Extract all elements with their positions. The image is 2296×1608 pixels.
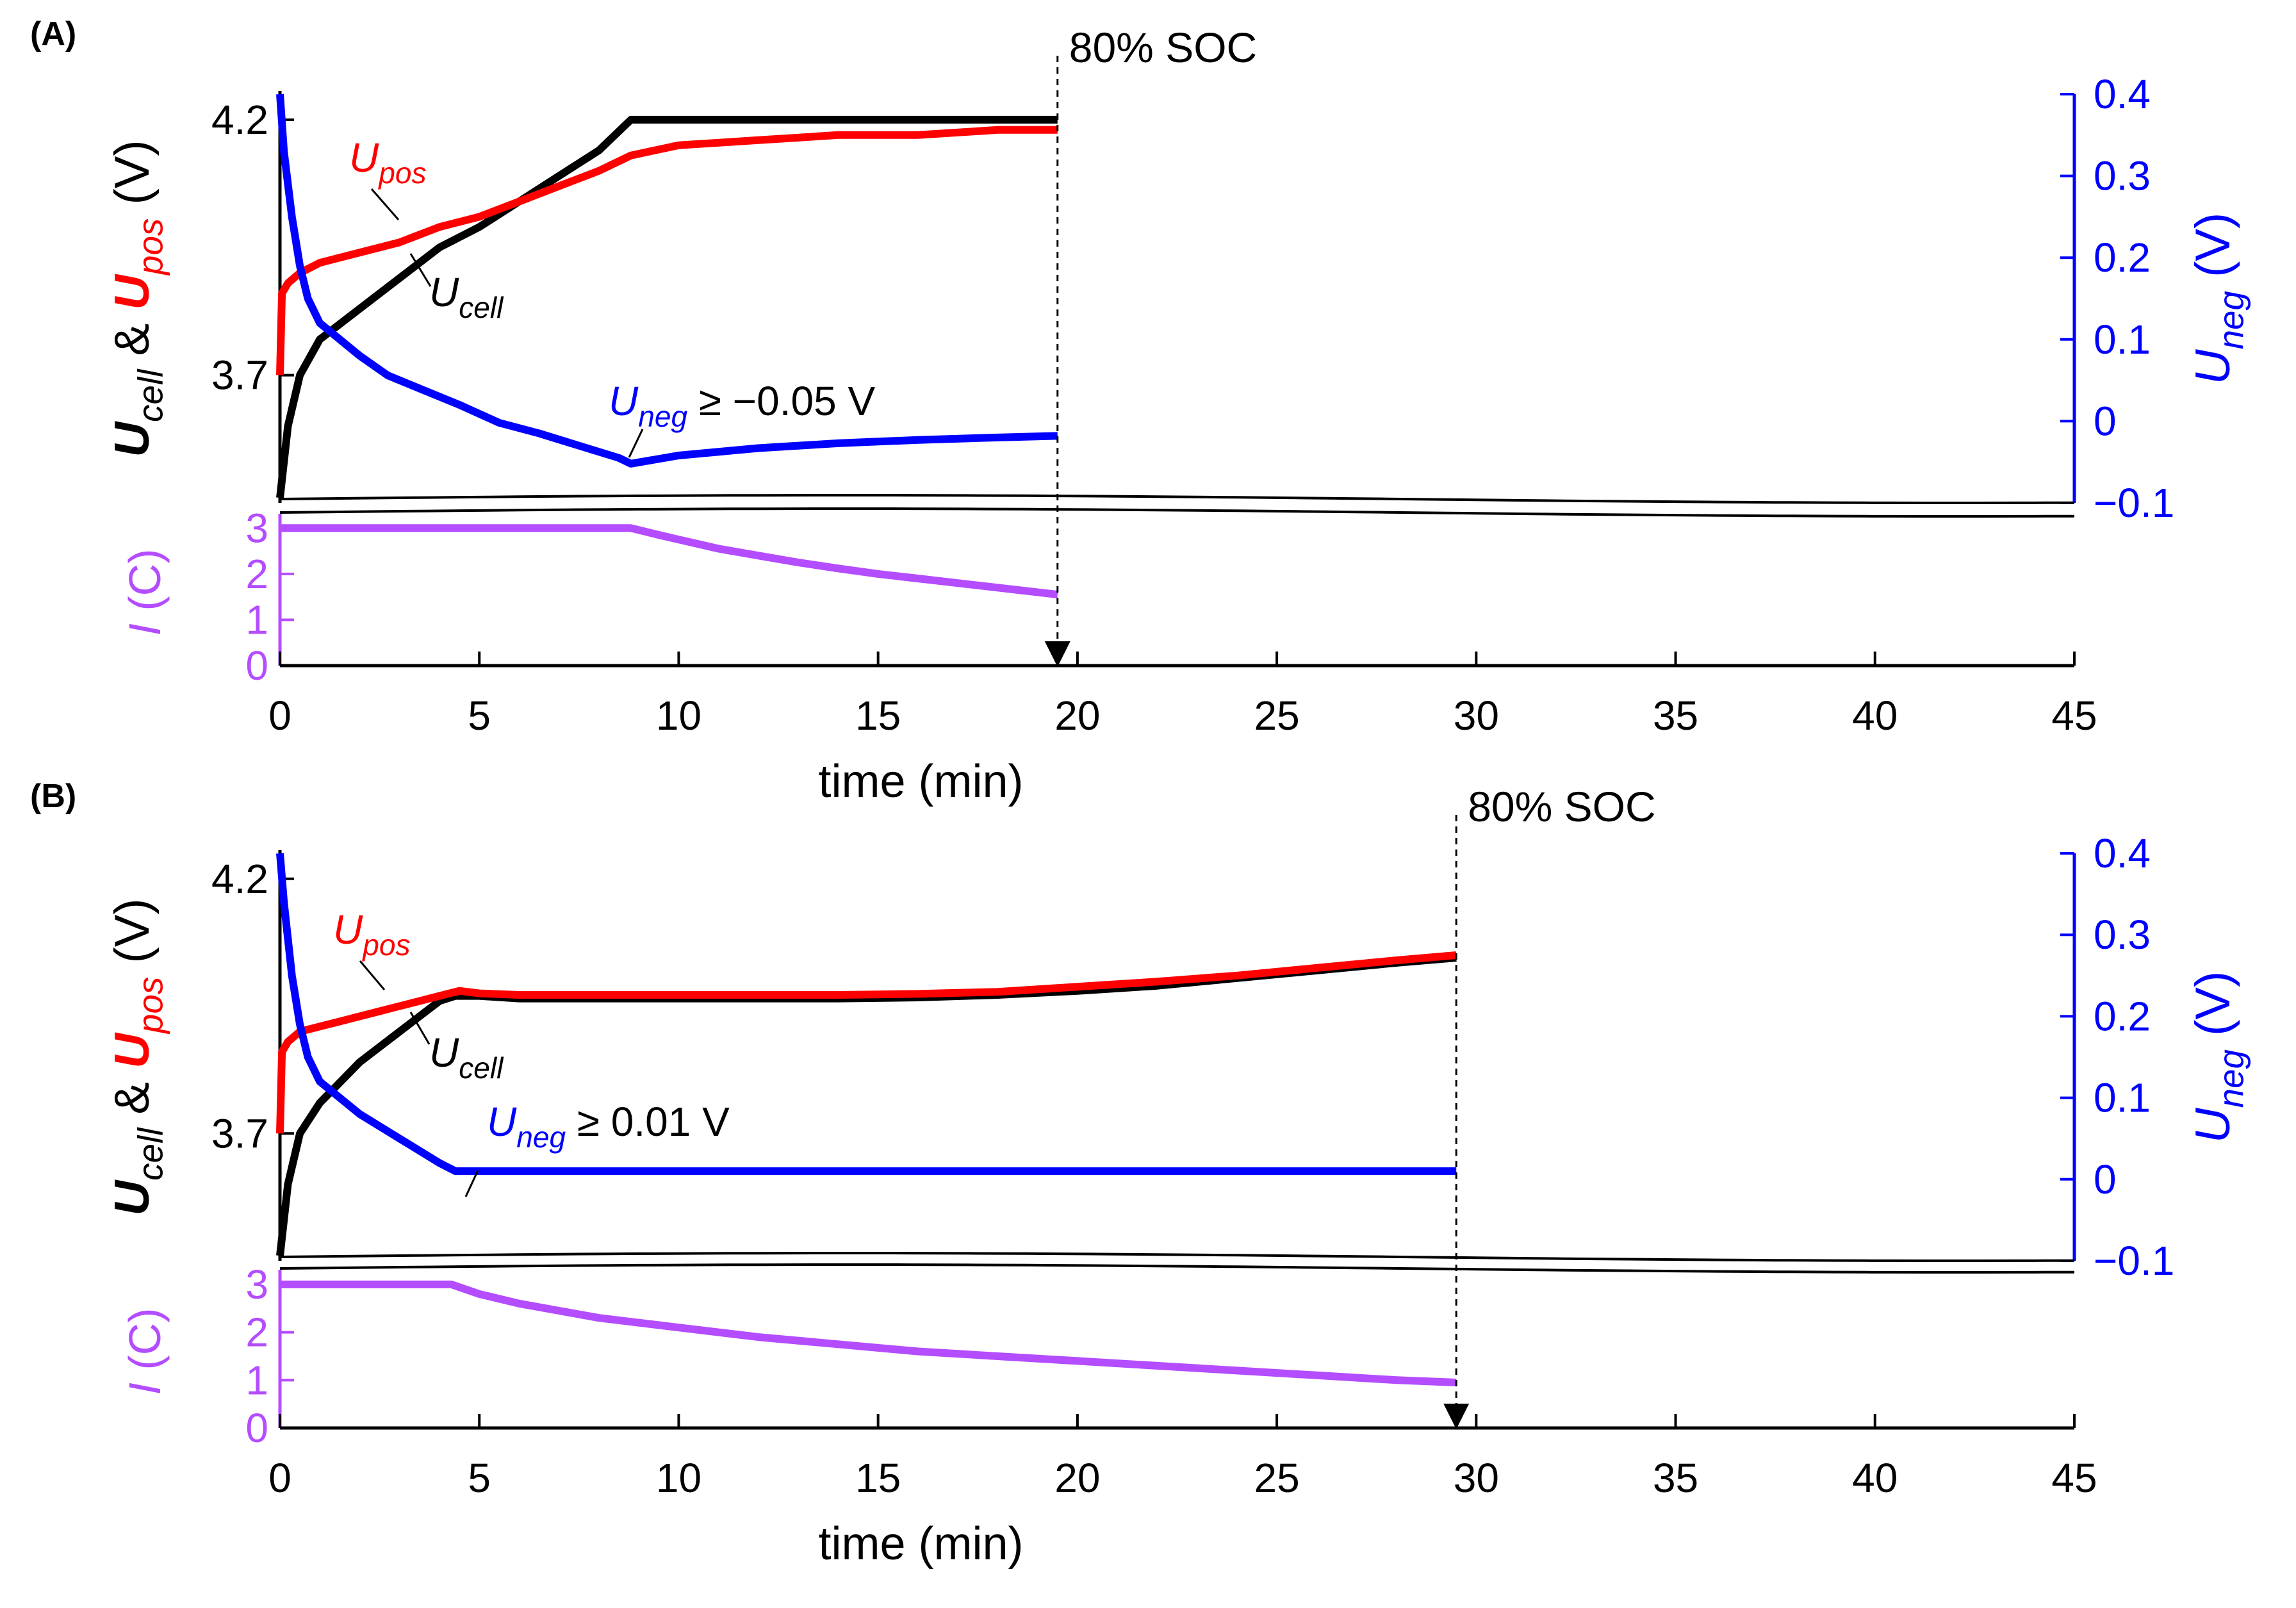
x-tick-label: 25 [1254,1455,1300,1501]
neg-tick-label: −0.1 [2094,1238,2174,1284]
x-tick-label: 40 [1852,693,1898,739]
series-ucell-line [276,954,1457,1256]
x-tick-label: 10 [656,1455,701,1501]
x-tick-label: 15 [855,693,901,739]
current-tick-label: 0 [245,643,268,689]
uneg-annotation: Uneg ≥ −0.05 V [609,378,876,433]
series-i-line [280,524,1058,599]
current-tick-label: 2 [245,551,268,597]
voltage-tick-label: 3.7 [211,352,268,398]
x-tick-label: 35 [1653,1455,1698,1501]
current-tick-label: 3 [245,1261,268,1308]
uneg-leader [628,429,644,458]
x-tick-label: 40 [1852,1455,1898,1501]
x-tick-label: 20 [1054,1455,1100,1501]
x-tick-label: 45 [2051,693,2097,739]
x-tick-label: 0 [268,1455,291,1501]
neg-tick-label: 0.3 [2094,912,2151,958]
current-tick-label: 3 [245,505,268,551]
soc-marker-arrow [1443,1404,1470,1429]
soc-marker-label: 80% SOC [1069,24,1257,71]
x-tick-label: 45 [2051,1455,2097,1501]
ucell-leader [409,253,432,287]
soc-marker-label: 80% SOC [1468,783,1655,830]
x-tick-label: 5 [468,1455,491,1501]
neg-tick-label: 0.2 [2094,234,2151,281]
axis-break-line [279,507,2075,518]
x-tick-label: 20 [1054,693,1100,739]
neg-tick-label: 0.4 [2094,71,2151,117]
axis-break-line [279,1263,2075,1274]
axis-break-line [279,494,2075,504]
x-tick-label: 30 [1454,693,1499,739]
x-tick-label: 15 [855,1455,901,1501]
neg-tick-label: 0 [2094,398,2117,444]
neg-tick-label: 0.4 [2094,830,2151,876]
x-tick-label: 25 [1254,693,1300,739]
axis-break-line [279,1252,2075,1262]
voltage-tick-label: 4.2 [211,97,268,143]
neg-tick-label: −0.1 [2094,480,2174,526]
current-axis-label: I (C) [120,1308,170,1395]
soc-marker-arrow [1044,641,1070,667]
neg-tick-label: 0.2 [2094,993,2151,1039]
x-tick-label: 5 [468,693,491,739]
ucell-annotation: Ucell [429,1030,504,1085]
ucell-leader [409,1012,430,1045]
upos-leader [359,960,386,990]
neg-tick-label: 0.3 [2094,153,2151,199]
series-upos-line [276,951,1457,1134]
voltage-axis-label-group: Ucell & Upos (V) [105,898,170,1215]
neg-axis-label: Uneg (V) [2186,971,2251,1144]
upos-annotation: Upos [349,135,427,190]
voltage-axis-label: Ucell & Upos (V) [105,898,170,1215]
series-i-line [280,1280,1457,1386]
x-tick-label: 30 [1454,1455,1499,1501]
upos-leader [370,188,400,220]
current-tick-label: 2 [245,1309,268,1356]
voltage-tick-label: 4.2 [211,856,268,902]
ucell-annotation: Ucell [429,269,504,324]
neg-axis-label-group: Uneg (V) [2186,971,2251,1144]
series-ucell-line [276,115,1058,498]
series-uneg-line [276,94,1058,468]
current-tick-label: 0 [245,1405,268,1451]
neg-axis-label-group: Uneg (V) [2186,213,2251,385]
x-tick-label: 35 [1653,693,1698,739]
upos-annotation: Upos [333,907,411,962]
x-tick-label: 10 [656,693,701,739]
neg-axis-label: Uneg (V) [2186,213,2251,385]
current-tick-label: 1 [245,1357,268,1403]
uneg-annotation: Uneg ≥ 0.01 V [487,1099,730,1154]
uneg-leader [464,1170,479,1197]
x-axis-label: time (min) [819,1518,1024,1570]
voltage-axis-label: Ucell & Upos (V) [105,140,170,457]
voltage-axis-label-group: Ucell & Upos (V) [105,140,170,457]
neg-tick-label: 0 [2094,1156,2117,1202]
current-axis-label-group: I (C) [120,548,170,636]
neg-tick-label: 0.1 [2094,1075,2151,1121]
panel-label: (A) [30,15,76,53]
x-axis-label: time (min) [819,756,1024,807]
voltage-tick-label: 3.7 [211,1110,268,1156]
series-uneg-line [276,853,1457,1176]
current-tick-label: 1 [245,596,268,643]
x-tick-label: 0 [268,693,291,739]
panel-label: (B) [30,778,76,815]
current-axis-label: I (C) [120,548,170,636]
current-axis-label-group: I (C) [120,1308,170,1395]
neg-tick-label: 0.1 [2094,316,2151,363]
